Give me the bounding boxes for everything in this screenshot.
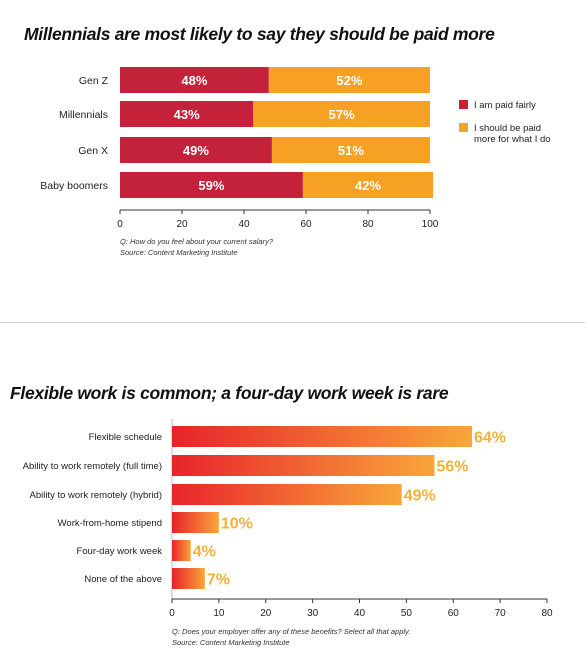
data-label: 42%	[355, 178, 381, 193]
bar-segment	[253, 101, 430, 127]
bar-segment	[271, 137, 430, 163]
x-tick-label: 80	[362, 219, 374, 230]
bar-segment	[268, 67, 430, 93]
x-tick-label: 60	[448, 608, 460, 619]
bar	[172, 512, 219, 533]
x-tick-label: 0	[117, 219, 123, 230]
bar	[172, 568, 205, 589]
data-label: 51%	[338, 143, 364, 158]
data-label: 10%	[221, 516, 253, 533]
legend-swatch	[459, 100, 468, 109]
legend-label: I should be paid more for what I do	[474, 123, 551, 145]
bar-segment	[120, 172, 303, 198]
x-tick-label: 80	[541, 608, 553, 619]
x-tick-label: 20	[260, 608, 272, 619]
data-label: 7%	[207, 572, 230, 589]
category-label: Ability to work remotely (full time)	[23, 461, 162, 472]
category-label: Flexible schedule	[89, 432, 162, 443]
bar	[172, 540, 191, 561]
category-label: Four-day work week	[76, 546, 162, 557]
data-label: 48%	[181, 73, 207, 88]
x-tick-label: 60	[300, 219, 312, 230]
data-label: 57%	[329, 107, 355, 122]
bar	[172, 426, 472, 447]
data-label: 49%	[404, 488, 436, 505]
x-tick-label: 10	[213, 608, 225, 619]
x-tick-label: 40	[354, 608, 366, 619]
x-tick-label: 70	[495, 608, 507, 619]
data-label: 43%	[174, 107, 200, 122]
chart1-plot: Gen Z 48% 52% Millennials 43% 57% Gen X 49% 51% B…	[40, 67, 551, 230]
legend-swatch	[459, 123, 468, 132]
x-tick-label: 30	[307, 608, 319, 619]
x-tick-label: 20	[176, 219, 188, 230]
bar-segment	[302, 172, 434, 198]
chart1-title: Millennials are most likely to say they …	[24, 24, 495, 44]
data-label: 64%	[474, 430, 506, 447]
category-label: Baby boomers	[40, 180, 108, 192]
chart2-question: Q: Does your employer offer any of these…	[172, 627, 411, 636]
category-label: Gen X	[78, 145, 108, 157]
bar	[172, 455, 435, 476]
chart1-source: Source: Content Marketing Institute	[120, 248, 238, 257]
section-divider	[0, 322, 585, 323]
bar-segment	[120, 101, 254, 127]
chart2-source: Source: Content Marketing Institute	[172, 638, 290, 647]
x-tick-label: 40	[238, 219, 250, 230]
bar-segment	[120, 137, 272, 163]
category-label: None of the above	[84, 574, 162, 585]
bar-segment	[120, 67, 269, 93]
category-label: Ability to work remotely (hybrid)	[29, 490, 162, 501]
data-label: 56%	[437, 459, 469, 476]
bar	[172, 484, 402, 505]
category-label: Work-from-home stipend	[58, 518, 162, 529]
chart2-title: Flexible work is common; a four-day work…	[10, 383, 449, 403]
category-label: Gen Z	[79, 75, 109, 87]
data-label: 52%	[336, 73, 362, 88]
x-tick-label: 50	[401, 608, 413, 619]
data-label: 59%	[198, 178, 224, 193]
chart1-question: Q: How do you feel about your current sa…	[120, 237, 273, 246]
legend-label: I am paid fairly	[474, 100, 536, 111]
data-label: 49%	[183, 143, 209, 158]
data-label: 4%	[193, 544, 216, 561]
x-tick-label: 100	[422, 219, 439, 230]
x-tick-label: 0	[169, 608, 175, 619]
category-label: Millennials	[59, 109, 108, 121]
